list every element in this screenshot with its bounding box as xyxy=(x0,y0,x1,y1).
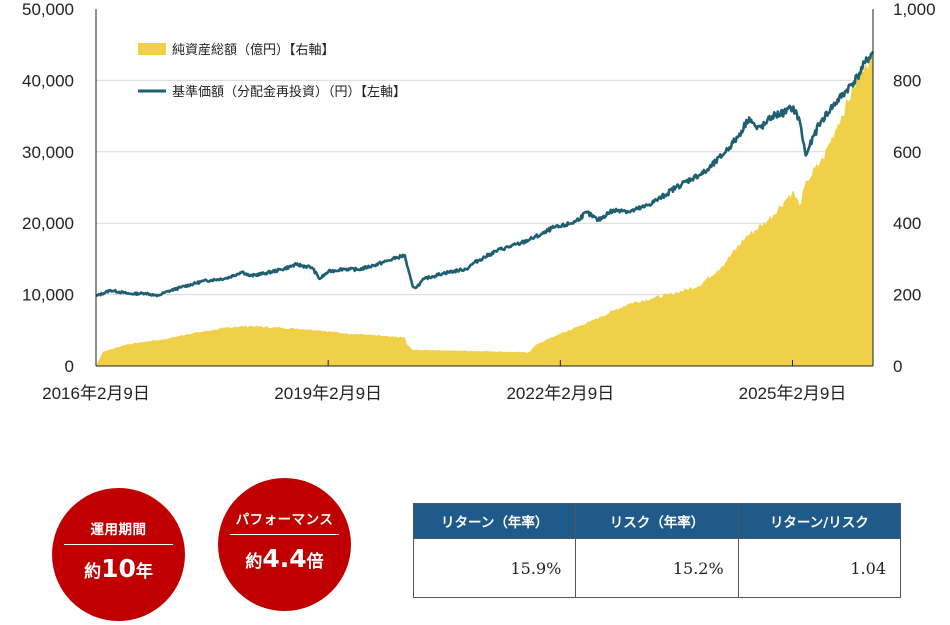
badge-label: 運用期間 xyxy=(90,522,147,538)
stats-header-row: リターン（年率） リスク（年率） リターン/リスク xyxy=(412,503,902,539)
net-assets-area xyxy=(96,54,873,366)
legend: 純資産総額（億円）【右軸】 基準価額（分配金再投資）（円）【左軸】 xyxy=(138,42,406,100)
left-tick-label: 0 xyxy=(65,357,74,376)
left-axis-ticks: 50,000 40,000 30,000 20,000 10,000 0 xyxy=(22,0,74,376)
badge-prefix: 約 xyxy=(245,552,263,572)
badge-suffix: 倍 xyxy=(306,552,324,572)
header-risk: リスク（年率） xyxy=(575,503,739,539)
left-tick-label: 50,000 xyxy=(22,0,74,19)
x-tick-label: 2022年2月9日 xyxy=(506,384,614,403)
badge-number: 10 xyxy=(101,554,136,583)
x-axis-ticks: 2016年2月9日 2019年2月9日 2022年2月9日 2025年2月9日 xyxy=(42,360,846,403)
x-tick-label: 2025年2月9日 xyxy=(739,384,847,403)
badge-suffix: 年 xyxy=(135,562,153,582)
badge-prefix: 約 xyxy=(84,562,102,582)
right-tick-label: 400 xyxy=(893,214,921,233)
stats-table: リターン（年率） リスク（年率） リターン/リスク 15.9% 15.2% 1.… xyxy=(412,503,902,598)
legend-net-assets-label: 純資産総額（億円）【右軸】 xyxy=(172,42,335,58)
left-tick-label: 40,000 xyxy=(22,71,74,90)
right-tick-label: 800 xyxy=(893,71,921,90)
badge-divider xyxy=(64,544,173,545)
grid-lines xyxy=(96,79,873,296)
header-return-risk: リターン/リスク xyxy=(737,503,902,539)
badge-number: 4.4 xyxy=(262,544,307,573)
left-tick-label: 20,000 xyxy=(22,214,74,233)
badge-label: パフォーマンス xyxy=(235,512,334,528)
right-tick-label: 0 xyxy=(893,357,902,376)
axes-frame xyxy=(95,9,874,367)
value-risk: 15.2% xyxy=(575,538,739,598)
right-tick-label: 600 xyxy=(893,143,921,162)
nav-line-layer xyxy=(95,51,875,298)
badge-divider xyxy=(230,534,339,535)
badge-operation-period: 運用期間 約10年 xyxy=(52,488,185,621)
right-tick-label: 1,000 xyxy=(893,0,936,19)
badge-value: 約10年 xyxy=(52,554,185,583)
stats-value-row: 15.9% 15.2% 1.04 xyxy=(412,538,902,598)
x-tick-label: 2016年2月9日 xyxy=(42,384,150,403)
performance-chart: 50,000 40,000 30,000 20,000 10,000 0 1,000 800… xyxy=(22,0,936,403)
legend-area-swatch xyxy=(138,43,166,55)
left-tick-label: 10,000 xyxy=(22,286,74,305)
right-tick-label: 200 xyxy=(893,286,921,305)
value-return: 15.9% xyxy=(412,538,577,598)
net-assets-area-layer xyxy=(96,54,873,366)
badge-performance: パフォーマンス 約4.4倍 xyxy=(218,478,351,611)
value-return-risk: 1.04 xyxy=(737,538,902,598)
header-return: リターン（年率） xyxy=(412,503,577,539)
x-tick-label: 2019年2月9日 xyxy=(274,384,382,403)
right-axis-ticks: 1,000 800 600 400 200 0 xyxy=(893,0,936,376)
left-tick-label: 30,000 xyxy=(22,143,74,162)
badge-value: 約4.4倍 xyxy=(218,544,351,573)
nav-line xyxy=(95,51,875,298)
legend-nav-label: 基準価額（分配金再投資）（円）【左軸】 xyxy=(172,84,406,100)
